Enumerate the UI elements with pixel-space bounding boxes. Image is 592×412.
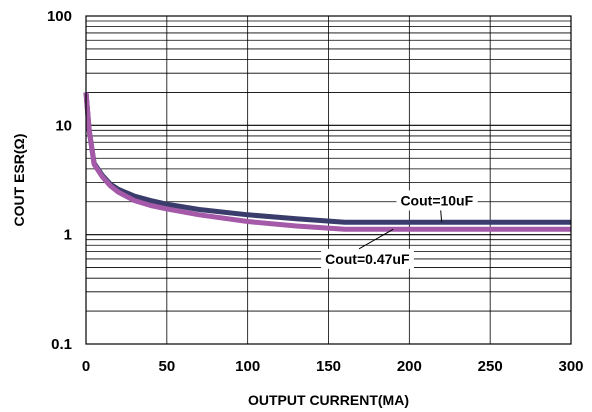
y-tick-label: 0.1	[51, 336, 72, 353]
series-label-leader	[440, 210, 443, 223]
x-tick-label: 200	[397, 358, 422, 375]
annotation-layer: Cout=10uF Cout=0.47uF	[321, 190, 478, 269]
series-label-leader	[358, 228, 394, 250]
x-tick-label: 250	[478, 358, 503, 375]
series-label-1: Cout=0.47uF	[325, 251, 410, 267]
x-tick-label: 300	[558, 358, 583, 375]
series-label-0: Cout=10uF	[400, 192, 473, 208]
y-tick-label: 100	[47, 8, 72, 25]
x-tick-label: 0	[82, 358, 90, 375]
x-tick-label: 150	[316, 358, 341, 375]
series-layer	[83, 92, 571, 232]
series-line-1	[83, 92, 571, 232]
series-label-background	[321, 248, 414, 269]
y-tick-label: 1	[64, 227, 72, 244]
x-tick-label: 50	[158, 358, 175, 375]
x-axis-title: OUTPUT CURRENT(MA)	[248, 392, 409, 408]
y-axis-title: COUT ESR(Ω)	[11, 134, 27, 227]
x-tick-label: 100	[235, 358, 260, 375]
y-tick-label: 10	[55, 117, 72, 134]
grid	[86, 16, 571, 344]
plot-frame	[85, 15, 572, 345]
tick-labels: 0 50 100 150 200 250 300 0.1 1 10 100	[47, 8, 584, 375]
series-label-background	[396, 190, 478, 211]
